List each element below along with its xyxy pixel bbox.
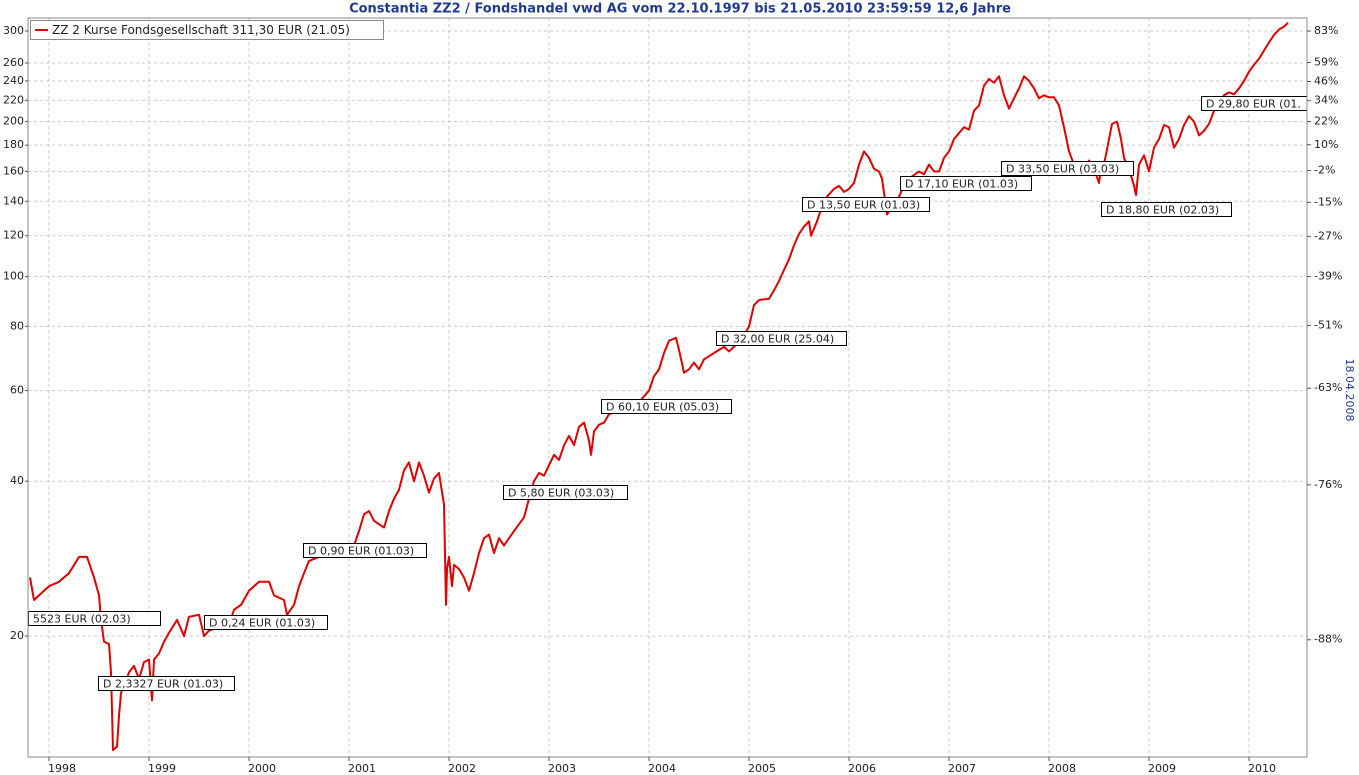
dividend-annotation: D 17,10 EUR (01.03) [900, 176, 1032, 191]
y2-tick-label: -76% [1314, 478, 1342, 491]
y-tick-label: 220 [3, 93, 24, 106]
dividend-annotation: D 60,10 EUR (05.03) [601, 399, 732, 414]
dividend-annotation: D 13,50 EUR (01.03) [802, 197, 930, 212]
x-tick-label: 2006 [848, 762, 876, 775]
annotation-label: D 18,80 EUR (02.03) [1106, 204, 1219, 217]
side-label: 18.04.2008 [1343, 359, 1356, 422]
plot-area: 5523 EUR (02.03) D 2,3327 EUR (01.03) D 0,… [28, 22, 1307, 752]
y-tick-label: 200 [3, 115, 24, 128]
dividend-annotation: D 0,90 EUR (01.03) [303, 543, 427, 558]
y2-tick-label: 46% [1314, 75, 1338, 88]
axes: 20 40 60 80 100 120 140 160 180 200 220 240 260 300 83… [3, 24, 1342, 775]
annotation-box [303, 543, 427, 558]
x-tick-label: 2007 [948, 762, 976, 775]
legend-box [30, 20, 384, 40]
legend: ZZ 2 Kurse Fondsgesellschaft 311,30 EUR … [30, 20, 384, 40]
y-tick-label: 160 [3, 164, 24, 177]
y2-tick-label: 10% [1314, 138, 1338, 151]
dividend-annotation: D 33,50 EUR (03.03) [1001, 161, 1134, 176]
x-tick-label: 1999 [148, 762, 176, 775]
y-tick-label: 80 [10, 319, 24, 332]
dividend-annotation: D 32,00 EUR (25.04) [716, 331, 847, 346]
y2-tick-label: 34% [1314, 94, 1338, 107]
annotation-box [900, 176, 1032, 191]
y2-tick-label: 22% [1314, 115, 1338, 128]
annotation-label: D 32,00 EUR (25.04) [721, 333, 834, 346]
annotation-box [503, 485, 628, 500]
plot-frame [27, 17, 1308, 758]
annotation-box [98, 676, 235, 691]
x-tick-label: 2008 [1048, 762, 1076, 775]
y-tick-label: 40 [10, 474, 24, 487]
dividend-annotation: D 18,80 EUR (02.03) [1101, 202, 1232, 217]
y2-tick-label: 59% [1314, 55, 1338, 68]
x-tick-label: 2005 [748, 762, 776, 775]
dividend-annotation: D 5,80 EUR (03.03) [503, 485, 628, 500]
annotation-label: D 29,80 EUR (01. [1206, 98, 1301, 111]
annotation-label: D 13,50 EUR (01.03) [807, 199, 920, 212]
annotation-label: D 0,24 EUR (01.03) [209, 617, 315, 630]
y-tick-label: 120 [3, 229, 24, 242]
y2-tick-label: -15% [1314, 195, 1342, 208]
x-tick-label: 2003 [548, 762, 576, 775]
annotation-box [601, 399, 732, 414]
annotation-box [1101, 202, 1232, 217]
annotation-label: D 0,90 EUR (01.03) [308, 545, 414, 558]
x-tick-label: 2009 [1148, 762, 1176, 775]
dividend-annotation: D 2,3327 EUR (01.03) [98, 676, 235, 691]
dividend-annotation: D 0,24 EUR (01.03) [204, 615, 328, 630]
annotation-box [1201, 96, 1307, 111]
y-tick-label: 260 [3, 56, 24, 69]
legend-label: ZZ 2 Kurse Fondsgesellschaft 311,30 EUR … [52, 23, 350, 37]
annotation-label: D 5,80 EUR (03.03) [508, 487, 614, 500]
annotation-box [716, 331, 847, 346]
chart-title: Constantia ZZ2 / Fondshandel vwd AG vom … [349, 2, 1011, 17]
annotation-label: D 17,10 EUR (01.03) [905, 178, 1018, 191]
y2-tick-label: -2% [1314, 164, 1335, 177]
x-tick-label: 2010 [1248, 762, 1276, 775]
x-tick-label: 2000 [248, 762, 276, 775]
annotation-box [1001, 161, 1134, 176]
y-tick-label: 300 [3, 24, 24, 37]
y-tick-label: 180 [3, 138, 24, 151]
y2-tick-label: -51% [1314, 318, 1342, 331]
dividend-annotation: D 29,80 EUR (01. [1201, 96, 1307, 111]
y2-tick-label: -63% [1314, 381, 1342, 394]
y-tick-label: 100 [3, 269, 24, 282]
annotation-box [802, 197, 930, 212]
annotation-box [204, 615, 328, 630]
annotation-label: D 60,10 EUR (05.03) [606, 401, 719, 414]
annotation-label: 5523 EUR (02.03) [33, 613, 131, 626]
x-tick-label: 1998 [48, 762, 76, 775]
annotation-label: D 33,50 EUR (03.03) [1006, 163, 1119, 176]
x-tick-label: 2004 [648, 762, 676, 775]
x-tick-label: 2001 [348, 762, 376, 775]
y2-tick-label: -88% [1314, 633, 1342, 646]
y2-tick-label: -39% [1314, 269, 1342, 282]
annotation-label: D 2,3327 EUR (01.03) [103, 678, 223, 691]
y-tick-label: 240 [3, 74, 24, 87]
dividend-annotation: 5523 EUR (02.03) [28, 611, 161, 626]
y-tick-label: 140 [3, 194, 24, 207]
y2-tick-label: -27% [1314, 229, 1342, 242]
y-tick-label: 20 [10, 629, 24, 642]
x-tick-label: 2002 [448, 762, 476, 775]
y-tick-label: 60 [10, 384, 24, 397]
y2-tick-label: 83% [1314, 24, 1338, 37]
